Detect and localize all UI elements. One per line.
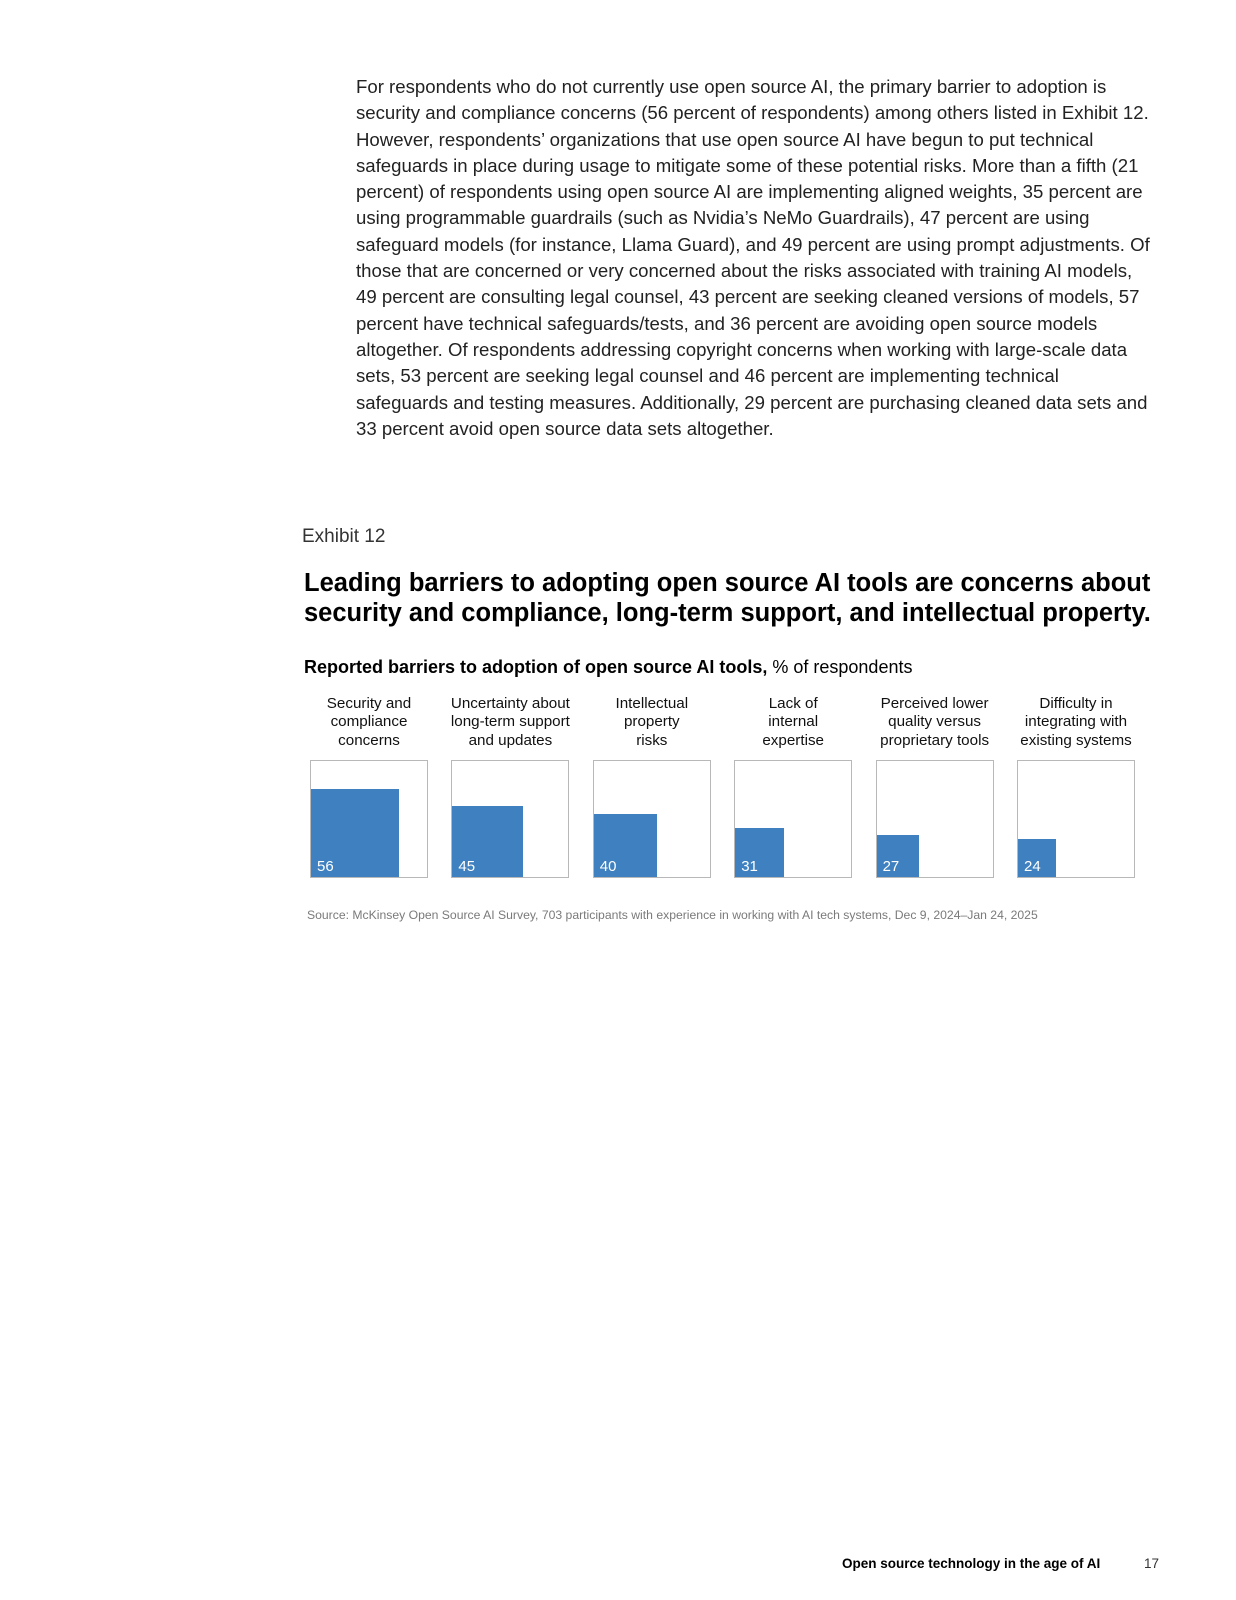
bar-panel: 40 — [592, 760, 711, 878]
exhibit-label: Exhibit 12 — [302, 526, 386, 547]
category-label-line: proprietary tools — [880, 731, 990, 749]
category-label-line: and updates — [468, 731, 553, 749]
category-label: Lack of internal expertise — [728, 695, 858, 750]
category-label-line: existing systems — [1020, 731, 1132, 749]
category-label-line: concerns — [338, 731, 400, 749]
bar — [311, 789, 399, 877]
bar-panel: 56 — [310, 760, 428, 878]
bar-panel: 24 — [1017, 760, 1135, 878]
category-label-line: property — [623, 713, 680, 731]
category-label-line: risks — [636, 731, 668, 749]
category-label-line: Intellectual — [615, 695, 689, 712]
category-label-line: Perceived lower — [880, 695, 989, 712]
bar-panel: 45 — [451, 760, 570, 878]
category-label-line: internal — [768, 713, 819, 731]
bar — [876, 834, 919, 877]
source-note: Source: McKinsey Open Source AI Survey, … — [307, 908, 1038, 922]
bar — [452, 806, 524, 877]
category-label-line: Difficulty in — [1039, 695, 1113, 712]
category-label-line: integrating with — [1024, 713, 1128, 731]
category-label-line: compliance — [330, 713, 408, 731]
category-label: Uncertainty about long-term support and up… — [445, 695, 575, 750]
body-paragraph: For respondents who do not currently use… — [356, 76, 1150, 439]
category-label: Perceived lower quality versus proprietary… — [870, 695, 1000, 750]
bar — [735, 828, 784, 877]
chart-subtitle: Reported barriers to adoption of open so… — [304, 657, 912, 678]
bar-value-label: 56 — [317, 858, 334, 875]
category-label-line: Security and — [326, 695, 412, 712]
bar-value-label: 31 — [741, 858, 758, 875]
footer-title: Open source technology in the age of AI — [842, 1556, 1101, 1571]
bar-panel: 31 — [734, 760, 853, 878]
exhibit-title: Leading barriers to adopting open source… — [304, 569, 1151, 627]
category-label-line: Uncertainty about — [450, 695, 570, 712]
category-label: Intellectual property risks — [587, 695, 717, 750]
category-label-line: long-term support — [450, 713, 570, 731]
bar-value-label: 45 — [458, 858, 476, 875]
bar — [593, 814, 657, 877]
category-label: Difficulty in integrating with existing sy… — [1011, 695, 1141, 750]
chart-subtitle-main: Reported barriers to adoption of open so… — [304, 657, 768, 677]
category-label-line: Lack of — [768, 695, 818, 712]
category-label: Security and compliance concerns — [304, 695, 434, 750]
category-label-line: expertise — [762, 731, 824, 749]
bar-value-label: 24 — [1024, 858, 1041, 875]
bar-value-label: 27 — [882, 858, 900, 875]
bar-value-label: 40 — [599, 858, 617, 875]
category-label-line: quality versus — [888, 713, 982, 731]
page-number: 17 — [1144, 1556, 1160, 1571]
bar-panel: 27 — [875, 760, 994, 878]
bar — [1018, 839, 1056, 877]
chart-subtitle-unit: % of respondents — [767, 657, 913, 677]
